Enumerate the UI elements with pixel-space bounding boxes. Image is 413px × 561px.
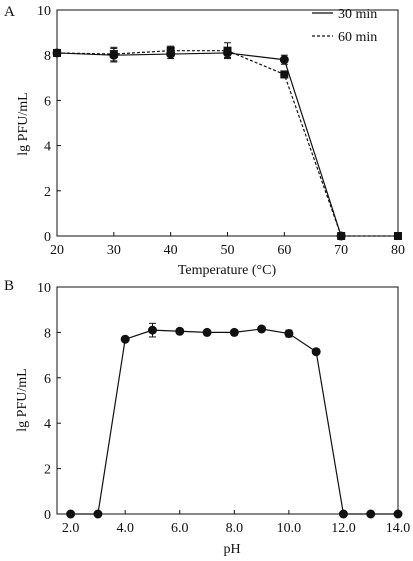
panel-b-series-1-point: [393, 509, 403, 519]
panel-b-x-tick-label: 4.0: [116, 521, 134, 536]
panel-b-series-1-point: [202, 327, 212, 337]
panel-a-x-tick-label: 30: [107, 243, 121, 258]
panel-b-series-1-point: [366, 509, 376, 519]
panel-a-series-2-line: [56, 50, 398, 237]
panel-b-series-1-point: [257, 324, 267, 334]
panel-a-x-tick-label: 40: [164, 243, 178, 258]
panel-a-x-tick-label: 70: [334, 243, 348, 258]
panel-a-series-2-point: [337, 232, 346, 240]
panel-b-series-1-point: [229, 327, 239, 337]
panel-b-series-1-line: [70, 328, 398, 515]
panel-b-series-1-point: [338, 509, 348, 519]
panel-b-x-tick-label: 12.0: [331, 521, 356, 536]
panel-a-letter: A: [4, 4, 15, 20]
panel-b-plot-frame: [56, 286, 399, 515]
panel-a-legend: 30 min 60 min: [312, 7, 377, 45]
panel-b-series-1-point: [93, 509, 103, 519]
panel-a-y-tick-label: 0: [44, 230, 51, 245]
panel-b-chart: B lg PFU/mL pH 0 2 4 6 8 10 2.0 4.0 6.0 8.0 10.0 12…: [4, 278, 410, 557]
panel-b-y-tick-label: 8: [44, 326, 51, 341]
panel-b-x-axis-label: pH: [223, 542, 240, 557]
panel-b-series-1-point: [175, 326, 185, 336]
panel-a-y-tick-label: 8: [44, 49, 51, 64]
panel-a-series-2-point: [53, 48, 61, 57]
panel-a-series-2-point: [166, 46, 175, 55]
panel-b-series-1-point: [311, 347, 321, 357]
panel-a-y-tick-label: 2: [44, 185, 51, 200]
panel-b-y-tick-label: 0: [44, 508, 51, 523]
panel-a-y-tick-label: 6: [44, 94, 51, 109]
panel-a-x-tick-label: 50: [221, 243, 235, 258]
panel-a-series-1-line: [56, 52, 342, 237]
panel-a-y-tick-label: 4: [44, 140, 51, 155]
panel-a-series-1-point: [279, 55, 289, 65]
panel-a-x-tick-label: 20: [50, 243, 64, 258]
legend-30min-label: 30 min: [338, 7, 377, 22]
panel-b-y-tick-label: 4: [44, 417, 51, 432]
panel-b-x-tick-label: 14.0: [386, 521, 411, 536]
panel-a-y-tick-label: 10: [37, 4, 51, 19]
panel-a-x-tick-label: 60: [277, 243, 291, 258]
panel-b-x-tick-label: 6.0: [171, 521, 189, 536]
panel-a-series-2-point: [223, 46, 232, 55]
panel-b-series-1-point: [120, 334, 130, 344]
panel-b-y-axis-label: lg PFU/mL: [15, 368, 30, 431]
panel-b-y-tick-label: 10: [37, 281, 51, 296]
panel-a-chart: A lg PFU/mL Temperature (°C) 30 min 60 m…: [4, 4, 405, 278]
panel-b-letter: B: [4, 278, 14, 294]
panel-a-series-2-point: [280, 70, 289, 79]
panel-a-series-2-point: [394, 232, 402, 240]
panel-b-series-1-point: [66, 509, 76, 519]
panel-b-series-1-point: [147, 325, 157, 335]
panel-a-y-axis-label: lg PFU/mL: [16, 92, 31, 155]
panel-b-y-tick-label: 6: [44, 372, 51, 387]
panel-a-x-tick-label: 80: [391, 243, 405, 258]
panel-a-series-2-point: [109, 50, 118, 59]
panel-b-series-1-point: [284, 329, 294, 339]
panel-b-x-tick-label: 8.0: [226, 521, 244, 536]
panel-b-x-tick-label: 10.0: [277, 521, 302, 536]
panel-b-x-tick-label: 2.0: [62, 521, 80, 536]
panel-b-y-tick-label: 2: [44, 463, 51, 478]
panel-a-x-axis-label: Temperature (°C): [178, 263, 277, 278]
legend-60min-label: 60 min: [338, 30, 377, 45]
